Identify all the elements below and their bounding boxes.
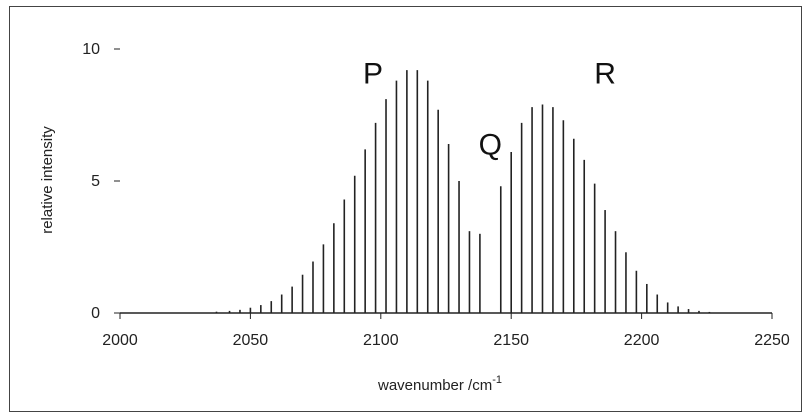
bar-group — [215, 70, 711, 313]
x-tick-label: 2000 — [102, 332, 138, 349]
y-axis-label: relative intensity — [39, 126, 56, 234]
x-tick-label: 2050 — [233, 332, 269, 349]
x-tick-label: 2150 — [493, 332, 529, 349]
x-axis-label-superscript: -1 — [492, 374, 502, 386]
y-tick-label: 0 — [91, 305, 100, 322]
annotation-group: P Q R — [363, 57, 616, 161]
x-tick-label: 2200 — [624, 332, 660, 349]
branch-label-p: P — [363, 57, 383, 90]
y-tick-label: 10 — [82, 41, 100, 58]
branch-label-r: R — [594, 57, 616, 90]
chart-frame — [9, 6, 802, 412]
x-axis-label-text: wavenumber /cm — [377, 377, 492, 394]
x-tick-label: 2250 — [754, 332, 790, 349]
tick-group: 2000 2050 2100 2150 2200 2250 0 5 10 — [82, 41, 790, 349]
branch-label-q: Q — [479, 129, 502, 162]
y-tick-label: 5 — [91, 173, 100, 190]
x-tick-label: 2100 — [363, 332, 399, 349]
x-axis-label: wavenumber /cm-1 — [377, 374, 502, 394]
